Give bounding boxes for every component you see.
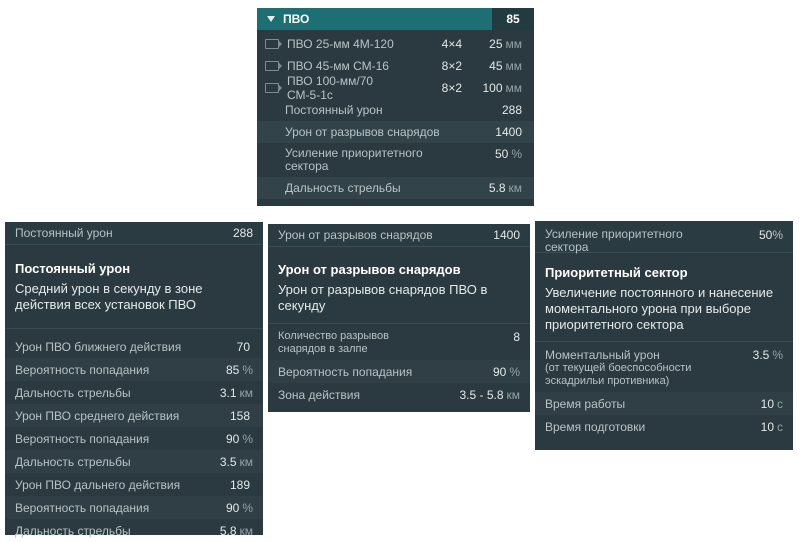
detail-value: 3.5 км (219, 454, 253, 469)
detail-value: 189 (229, 477, 250, 492)
detail-row: Урон ПВО ближнего действия 70 (5, 335, 263, 358)
detail-row: Урон ПВО дальнего действия 189 (5, 473, 263, 496)
detail-label: Вероятность попадания (15, 431, 150, 446)
detail-label: Урон ПВО дальнего действия (15, 477, 181, 492)
detail-row: Моментальный урон (от текущей боеспособн… (535, 348, 793, 392)
tooltip-header-value: 1400 (493, 228, 520, 242)
detail-row: Урон ПВО среднего действия 158 (5, 404, 263, 427)
gun-count: 8×2 (441, 59, 462, 73)
detail-label: Количество разрывов снарядов в залпе (278, 330, 389, 355)
camera-icon (265, 39, 282, 49)
stat-row[interactable]: Усиление приоритетного сектора 50% (257, 143, 534, 177)
detail-row: Вероятность попадания 85% (5, 358, 263, 381)
tooltip-header-row: Усиление приоритетного сектора 50% (535, 221, 793, 254)
detail-value: 90% (225, 500, 253, 515)
tooltip-description: Средний урон в секунду в зоне действия в… (15, 281, 203, 312)
tooltip-flak-damage: Урон от разрывов снарядов 1400 Урон от р… (268, 224, 530, 412)
gun-count: 8×2 (441, 81, 462, 95)
stat-row[interactable]: Постоянный урон 288 (257, 99, 534, 121)
tooltip-header-row: Урон от разрывов снарядов 1400 (268, 224, 530, 247)
aa-gun-row[interactable]: ПВО 45-мм СМ-16 8×2 45 мм (257, 55, 534, 77)
gun-label: ПВО 45-мм СМ-16 (287, 59, 389, 73)
aa-gun-row[interactable]: ПВО 100-мм/70 СМ-5-1с 8×2 100 мм (257, 74, 534, 102)
detail-value: 3.5% (752, 348, 783, 362)
detail-row: Вероятность попадания 90% (5, 496, 263, 519)
tooltip-header-value: 50% (758, 228, 783, 242)
detail-label: Зона действия (278, 387, 361, 402)
tooltip-title: Приоритетный сектор (545, 265, 688, 280)
detail-row: Время подготовки 10 с (535, 415, 793, 438)
stat-value: 50% (494, 147, 522, 161)
detail-row: Дальность стрельбы 3.1 км (5, 381, 263, 404)
detail-row: Количество разрывов снарядов в залпе 8 (268, 330, 530, 360)
tooltip-header-row: Постоянный урон 288 (5, 222, 263, 245)
detail-value: 3.1 км (219, 385, 253, 400)
stat-value: 5.8 км (488, 181, 522, 195)
detail-label: Вероятность попадания (15, 500, 150, 515)
detail-value: 70 (236, 339, 250, 354)
detail-row: Дальность стрельбы 3.5 км (5, 450, 263, 473)
detail-value: 90% (492, 364, 520, 379)
aa-rating-value: 85 (492, 8, 534, 30)
tooltip-title: Урон от разрывов снарядов (278, 262, 461, 277)
aa-section-title: ПВО (283, 12, 310, 26)
tooltip-description: Урон от разрывов снарядов ПВО в секунду (278, 282, 488, 313)
detail-label: Вероятность попадания (15, 362, 150, 377)
detail-label: Вероятность попадания (278, 364, 413, 379)
detail-row: Зона действия 3.5 - 5.8 км (268, 383, 530, 406)
detail-label: Дальность стрельбы (15, 385, 131, 400)
tooltip-header-label: Постоянный урон (15, 226, 113, 240)
detail-sublabel: (от текущей боеспособности эскадрильи пр… (545, 362, 692, 387)
detail-value: 85% (225, 362, 253, 377)
detail-value: 8 (513, 330, 520, 344)
detail-label: Время работы (545, 396, 626, 411)
camera-icon (265, 61, 282, 71)
gun-caliber: 100 мм (482, 81, 522, 95)
detail-label: Время подготовки (545, 419, 646, 434)
tooltip-header-value: 288 (232, 226, 253, 240)
gun-caliber: 45 мм (489, 59, 522, 73)
gun-label: ПВО 25-мм 4М-120 (287, 37, 394, 51)
gun-caliber: 25 мм (489, 37, 522, 51)
tooltip-header-label: Усиление приоритетного сектора (545, 227, 683, 254)
detail-row: Дальность стрельбы 5.8 км (5, 519, 263, 542)
tooltip-header-label: Урон от разрывов снарядов (278, 228, 433, 242)
tooltip-continuous-damage: Постоянный урон 288 Постоянный урон Сред… (5, 222, 263, 538)
detail-label: Дальность стрельбы (15, 523, 131, 538)
tooltip-title: Постоянный урон (15, 261, 131, 276)
tooltip-priority-sector: Усиление приоритетного сектора 50% Приор… (535, 221, 793, 450)
detail-label: Дальность стрельбы (15, 454, 131, 469)
stat-row[interactable]: Дальность стрельбы 5.8 км (257, 177, 534, 199)
detail-label: Урон ПВО ближнего действия (15, 339, 182, 354)
aa-section-header[interactable]: ПВО 85 (257, 8, 534, 30)
stat-value: 288 (501, 103, 522, 117)
gun-label: ПВО 100-мм/70 СМ-5-1с (287, 74, 374, 102)
detail-row: Вероятность попадания 90% (268, 360, 530, 383)
stat-label: Дальность стрельбы (285, 181, 401, 195)
aa-summary-panel: ПВО 85 ПВО 25-мм 4М-120 4×4 25 мм ПВО 45-… (257, 8, 534, 206)
detail-value: 3.5 - 5.8 км (459, 387, 520, 402)
detail-row: Вероятность попадания 90% (5, 427, 263, 450)
aa-gun-row[interactable]: ПВО 25-мм 4М-120 4×4 25 мм (257, 33, 534, 55)
detail-label: Моментальный урон (от текущей боеспособн… (545, 348, 715, 388)
stat-label: Усиление приоритетного сектора (285, 146, 423, 173)
detail-value: 5.8 км (219, 523, 253, 538)
stat-label: Урон от разрывов снарядов (285, 125, 440, 139)
stat-value: 1400 (495, 125, 522, 139)
detail-row: Время работы 10 с (535, 392, 793, 415)
stat-row[interactable]: Урон от разрывов снарядов 1400 (257, 121, 534, 143)
stat-label: Постоянный урон (285, 103, 383, 117)
detail-value: 90% (225, 431, 253, 446)
camera-icon (265, 83, 282, 93)
gun-count: 4×4 (441, 37, 462, 51)
collapse-triangle-icon[interactable] (267, 16, 275, 22)
detail-value: 158 (229, 408, 250, 423)
tooltip-description: Увеличение постоянного и нанесение момен… (545, 285, 774, 332)
detail-label: Урон ПВО среднего действия (15, 408, 180, 423)
detail-value: 10 с (760, 419, 783, 434)
detail-value: 10 с (760, 396, 783, 411)
